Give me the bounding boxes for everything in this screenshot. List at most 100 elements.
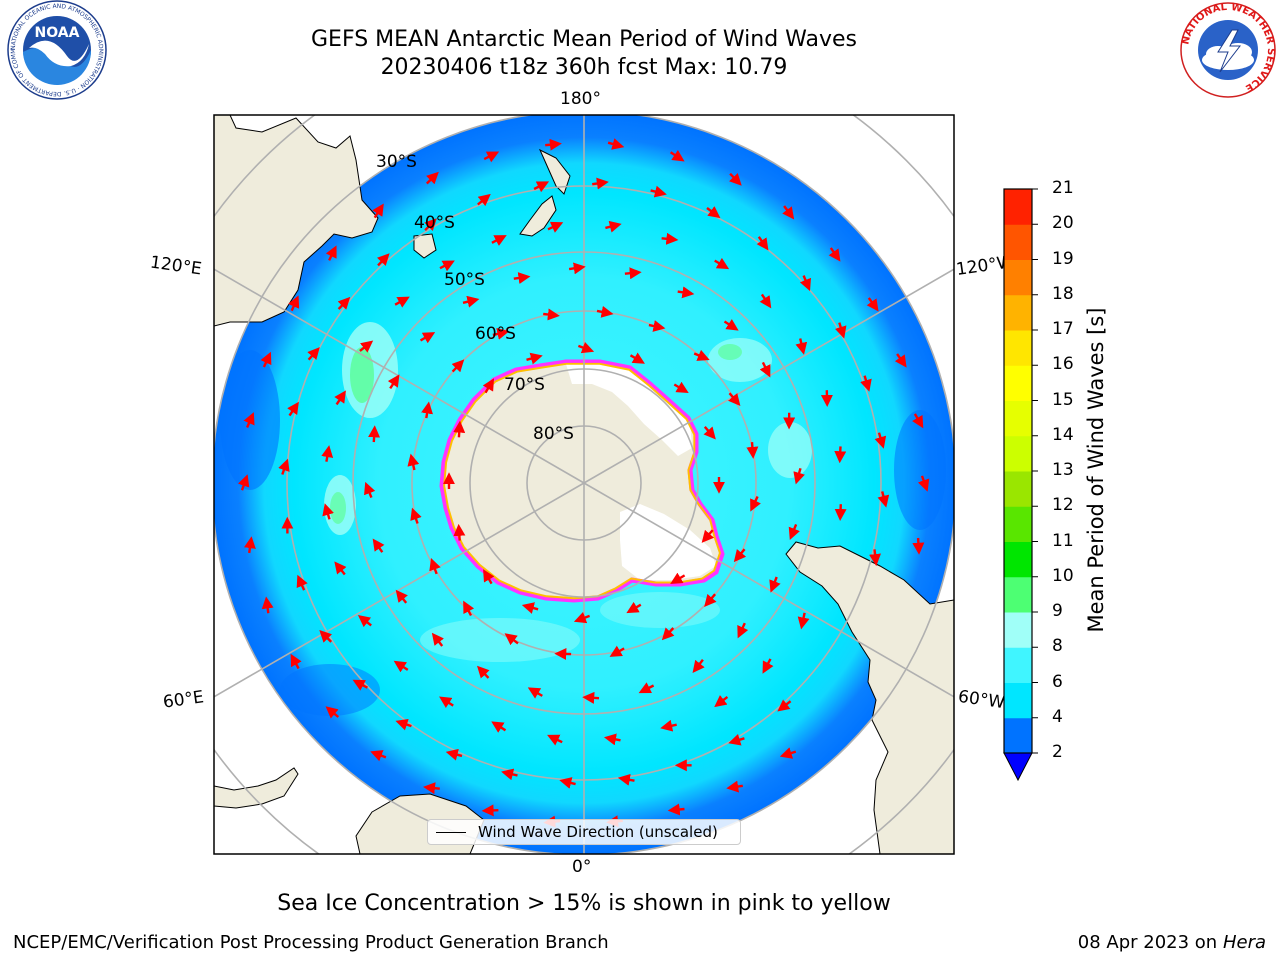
wind-wave-arrow [243, 412, 255, 428]
wind-wave-arrow [370, 750, 387, 762]
wind-wave-arrow [483, 569, 495, 585]
wind-wave-arrows [237, 138, 930, 828]
noaa-wordmark: NOAA [35, 25, 80, 41]
wind-wave-arrow [543, 308, 560, 321]
colorbar-band [1004, 541, 1032, 578]
wind-wave-arrow [828, 247, 841, 262]
wind-wave-arrow [334, 390, 346, 406]
wind-wave-arrow [703, 426, 716, 440]
colorbar-band [1004, 682, 1032, 719]
wind-wave-arrow [795, 338, 808, 355]
wind-wave-arrow [706, 206, 721, 219]
wind-wave-arrow [463, 600, 475, 617]
wind-wave-arrow [260, 351, 272, 368]
wind-wave-arrow [395, 718, 412, 731]
lat-label-50s: 50°S [444, 270, 485, 290]
wind-wave-arrow [261, 596, 274, 614]
wind-wave-arrow [410, 507, 422, 524]
footer-date: 08 Apr 2023 on Hera [1078, 932, 1266, 953]
wind-wave-arrow [728, 392, 741, 407]
map-frame [213, 114, 955, 855]
wind-wave-arrow [237, 474, 250, 491]
sea-ice-edge-inner [443, 362, 721, 600]
wind-wave-arrow [617, 773, 635, 786]
wind-wave-arrow [714, 695, 729, 708]
wind-wave-arrow [504, 633, 519, 646]
wind-wave-arrow [756, 236, 769, 251]
wind-wave-arrow [424, 218, 437, 232]
wind-wave-arrow [501, 768, 518, 781]
colorbar-band [1004, 259, 1032, 296]
wind-wave-arrow [364, 481, 376, 499]
colorbar-band [1004, 400, 1032, 437]
lon-label-180: 180° [560, 89, 601, 109]
wind-wave-arrow [737, 622, 749, 639]
chart-title-line2: 20230406 t18z 360h fcst Max: 10.79 [380, 55, 788, 80]
wind-wave-arrow [869, 549, 881, 567]
wind-wave-arrow [394, 296, 410, 308]
wind-wave-arrow [319, 630, 333, 643]
lat-label-30s: 30°S [376, 152, 417, 172]
wind-wave-arrow [603, 733, 621, 746]
wind-wave-arrow [568, 262, 586, 275]
wind-wave-arrow [782, 205, 795, 220]
wind-wave-arrow [287, 401, 299, 417]
wind-wave-arrow [421, 401, 433, 419]
wind-wave-arrow [629, 352, 645, 364]
wind-wave-arrow [714, 257, 730, 270]
colorbar-tick-label: 6 [1052, 671, 1063, 692]
wind-wave-arrow [728, 733, 745, 746]
wind-wave-arrow [866, 297, 879, 312]
lat-label-40s: 40°S [414, 213, 455, 233]
wind-wave-arrow [395, 589, 408, 604]
map-legend: Wind Wave Direction (unscaled) [427, 819, 741, 845]
wind-wave-arrow [513, 272, 531, 284]
wind-wave-arrow [759, 361, 771, 378]
ice-shelves [566, 362, 716, 580]
wind-wave-arrow [439, 260, 455, 272]
wind-wave-arrow [429, 557, 441, 575]
colorbar-band [1004, 189, 1032, 225]
wind-wave-arrow [376, 253, 390, 267]
wind-wave-arrow [387, 374, 400, 390]
wind-wave-arrow [877, 491, 890, 508]
wind-wave-arrow [325, 245, 337, 261]
wind-wave-arrow [874, 432, 887, 449]
colorbar-band [1004, 647, 1032, 683]
wind-wave-arrow [704, 593, 717, 607]
wind-wave-arrow [322, 503, 334, 520]
wind-wave-arrow [357, 615, 372, 628]
nws-logo: NATIONAL WEATHER SERVICE [1180, 2, 1276, 98]
wind-wave-arrow [638, 682, 655, 694]
wind-wave-arrow [733, 548, 747, 563]
wind-wave-arrow [692, 659, 705, 673]
wave-period-patches [220, 322, 946, 716]
colorbar-band [1004, 294, 1032, 331]
colorbar-tick-label: 19 [1052, 248, 1074, 269]
wind-wave-arrow [746, 442, 759, 459]
colorbar-tick-label: 13 [1052, 460, 1074, 480]
lat-label-70s: 70°S [504, 375, 545, 395]
wind-wave-arrow [477, 665, 490, 679]
wind-wave-arrow [777, 699, 792, 712]
colorbar-tick-label: 4 [1052, 706, 1063, 727]
colorbar-title: Mean Period of Wind Waves [s] [1084, 307, 1108, 633]
wind-wave-arrow [605, 220, 622, 233]
wind-wave-arrow [660, 719, 677, 732]
wind-wave-arrow [624, 267, 642, 280]
wind-wave-arrow [477, 193, 491, 207]
wind-wave-arrow [325, 706, 340, 719]
wind-wave-arrow [726, 780, 743, 793]
colorbar-band [1004, 330, 1032, 366]
colorbar-band [1004, 435, 1032, 472]
wind-wave-arrow [445, 748, 463, 761]
colorbar-band [1004, 576, 1032, 613]
colorbar-tick-label: 16 [1052, 354, 1074, 375]
wind-wave-arrow [609, 645, 625, 657]
wind-wave-arrow [393, 660, 409, 673]
colorbar-band [1004, 717, 1032, 754]
colorbar-band [1004, 612, 1032, 648]
wind-wave-arrow [372, 538, 385, 553]
wind-wave-arrow [491, 721, 507, 733]
wind-wave-arrow [693, 349, 710, 361]
